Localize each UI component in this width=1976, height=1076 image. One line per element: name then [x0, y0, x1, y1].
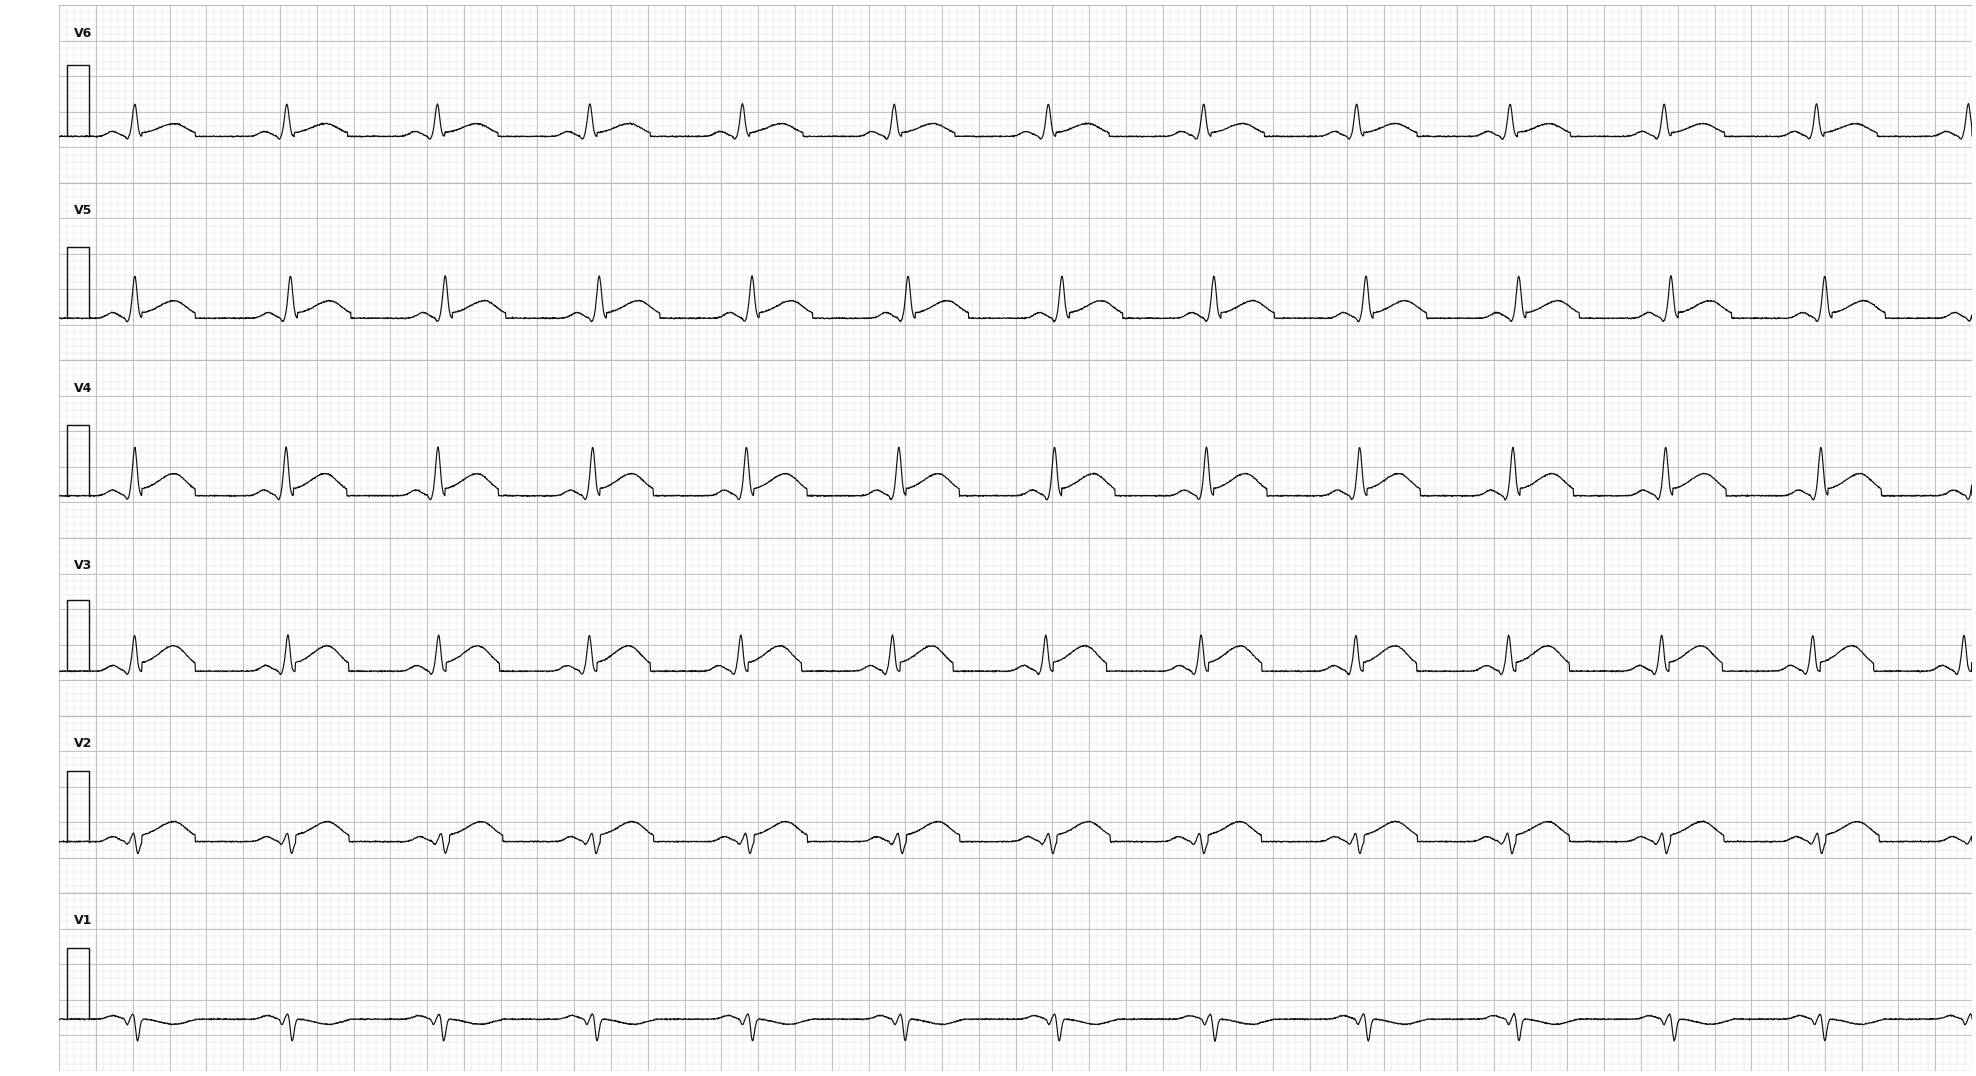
- Text: V6: V6: [73, 27, 93, 40]
- Text: V2: V2: [73, 737, 93, 750]
- Text: V1: V1: [73, 915, 93, 928]
- Text: V3: V3: [73, 560, 93, 572]
- Text: V5: V5: [73, 204, 93, 217]
- Text: V4: V4: [73, 382, 93, 395]
